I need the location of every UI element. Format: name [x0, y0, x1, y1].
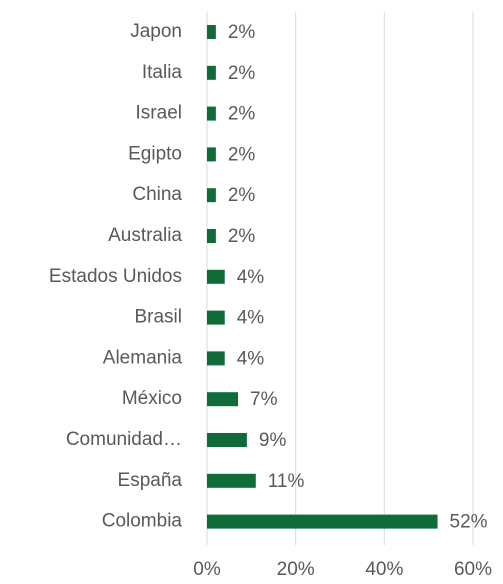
y-tick-label: Brasil	[134, 307, 182, 328]
x-tick-label: 60%	[454, 559, 492, 580]
data-label: 2%	[228, 104, 256, 125]
bar	[207, 188, 216, 203]
bar	[207, 473, 256, 488]
y-tick-label: Australia	[108, 225, 182, 246]
bar	[207, 392, 239, 407]
y-tick-label: México	[122, 388, 182, 409]
bar	[207, 25, 216, 39]
data-label: 11%	[268, 471, 305, 492]
data-label: 2%	[228, 144, 256, 165]
data-label: 9%	[259, 430, 287, 451]
bar	[207, 65, 216, 80]
bar	[207, 433, 247, 447]
bar	[207, 269, 225, 284]
y-tick-label: Colombia	[102, 511, 183, 532]
bar	[207, 351, 225, 366]
y-tick-label: Comunidad…	[66, 429, 182, 450]
y-tick-label: Egipto	[128, 143, 182, 164]
y-tick-label: España	[118, 470, 183, 491]
bar	[207, 106, 216, 121]
y-tick-label: Estados Unidos	[49, 266, 182, 287]
data-label: 4%	[237, 348, 265, 369]
y-tick-label: Alemania	[103, 347, 183, 368]
bar	[207, 229, 216, 243]
bar	[207, 514, 438, 529]
x-tick-label: 20%	[277, 559, 315, 580]
data-label: 2%	[228, 63, 256, 84]
y-tick-label: Japon	[130, 21, 182, 42]
y-tick-label: Israel	[136, 103, 182, 124]
data-label: 2%	[228, 226, 256, 247]
data-label: 7%	[250, 389, 278, 410]
y-tick-label: Italia	[142, 62, 183, 83]
bar	[207, 310, 225, 325]
x-tick-label: 0%	[193, 559, 221, 580]
data-label: 52%	[450, 512, 488, 533]
data-label: 4%	[237, 308, 265, 329]
data-label: 4%	[237, 267, 265, 288]
x-tick-label: 40%	[365, 559, 403, 580]
bar	[207, 147, 216, 162]
y-tick-label: China	[132, 184, 182, 205]
data-label: 2%	[228, 185, 256, 206]
data-label: 2%	[228, 22, 256, 43]
